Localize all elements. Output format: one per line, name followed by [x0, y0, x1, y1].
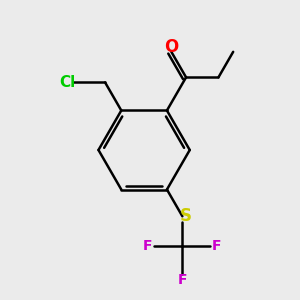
Text: S: S — [180, 207, 192, 225]
Text: Cl: Cl — [59, 75, 76, 90]
Text: F: F — [178, 273, 187, 286]
Text: O: O — [164, 38, 178, 56]
Text: F: F — [143, 239, 153, 253]
Text: F: F — [212, 239, 222, 253]
